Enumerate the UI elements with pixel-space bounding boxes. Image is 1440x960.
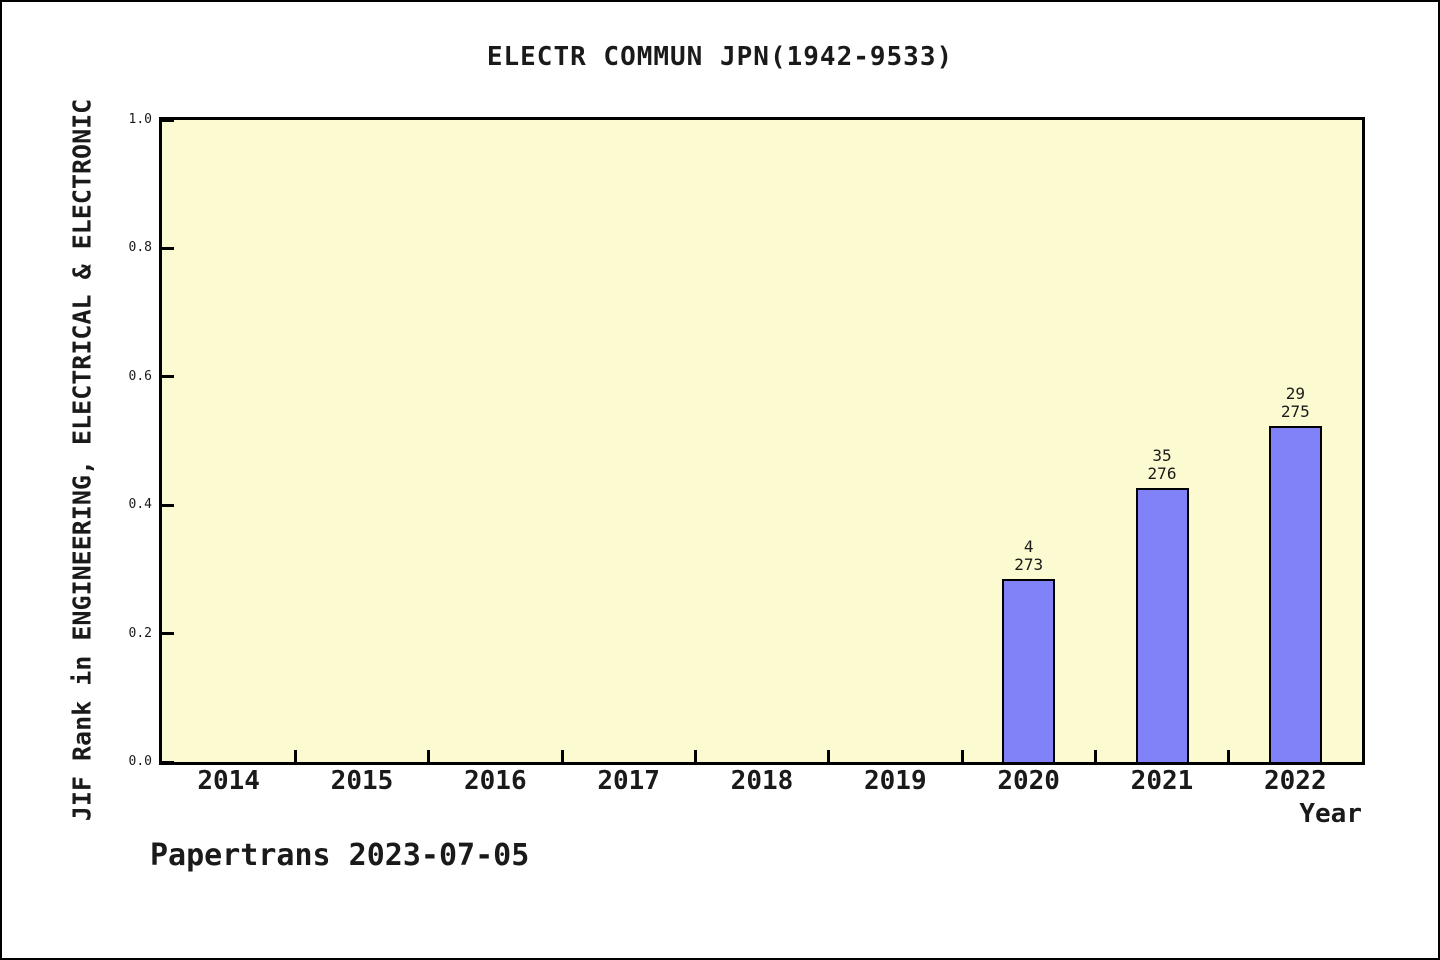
y-tick-mark — [162, 503, 174, 507]
plot-area — [159, 117, 1365, 765]
x-axis-category-label: 2020 — [997, 766, 1060, 796]
x-axis-category-label: 2015 — [330, 766, 394, 796]
bar-annotation-rank: 29 — [1285, 384, 1305, 404]
bar-2020 — [1002, 579, 1056, 762]
x-axis-category-label: 2022 — [1264, 766, 1327, 796]
bar-annotation-rank: 4 — [1023, 537, 1034, 557]
x-axis-category-label: 2014 — [197, 766, 260, 796]
x-tick-mark — [293, 750, 297, 762]
y-tick-label: 1.0 — [128, 112, 152, 127]
x-tick-mark — [1093, 750, 1097, 762]
y-axis-label: JIF Rank in ENGINEERING, ELECTRICAL & EL… — [67, 98, 97, 822]
y-tick-label: 0.2 — [128, 625, 152, 641]
bar-annotation-total: 276 — [1147, 463, 1177, 483]
bar-annotation-2022: 29 275 — [1228, 385, 1362, 421]
x-axis-category-label: 2021 — [1130, 766, 1194, 796]
bar-annotation-total: 273 — [1014, 555, 1044, 575]
y-tick-mark — [162, 246, 174, 250]
x-tick-mark — [1227, 750, 1231, 762]
footer-note: Papertrans 2023-07-05 — [150, 838, 530, 873]
y-tick-mark — [162, 632, 174, 636]
x-axis-category-label: 2018 — [730, 766, 794, 796]
y-tick-mark — [162, 118, 174, 122]
bar-2022 — [1268, 426, 1322, 762]
x-axis-title: Year — [1299, 799, 1362, 829]
bar-annotation-rank: 35 — [1152, 445, 1172, 465]
x-tick-mark — [560, 750, 564, 762]
x-axis-category-label: 2017 — [597, 766, 660, 796]
y-tick-label: 0.4 — [128, 497, 152, 513]
bar-annotation-total: 275 — [1280, 402, 1310, 422]
chart-title: ELECTR COMMUN JPN(1942-9533) — [486, 42, 954, 72]
y-tick-mark — [162, 760, 174, 764]
x-axis-category-label: 2019 — [864, 766, 927, 796]
x-tick-mark — [827, 750, 831, 762]
x-tick-mark — [427, 750, 431, 762]
bar-annotation-2021: 35 276 — [1095, 445, 1229, 483]
y-tick-mark — [162, 375, 174, 379]
y-tick-label: 0.8 — [128, 240, 152, 256]
x-axis-category-label: 2016 — [464, 766, 527, 796]
bar-2021 — [1135, 487, 1189, 762]
y-tick-label: 0.6 — [128, 368, 152, 384]
x-tick-mark — [693, 750, 697, 762]
bar-annotation-2020: 4 273 — [962, 538, 1096, 574]
y-tick-label: 0.0 — [128, 754, 152, 769]
x-tick-mark — [960, 750, 964, 762]
